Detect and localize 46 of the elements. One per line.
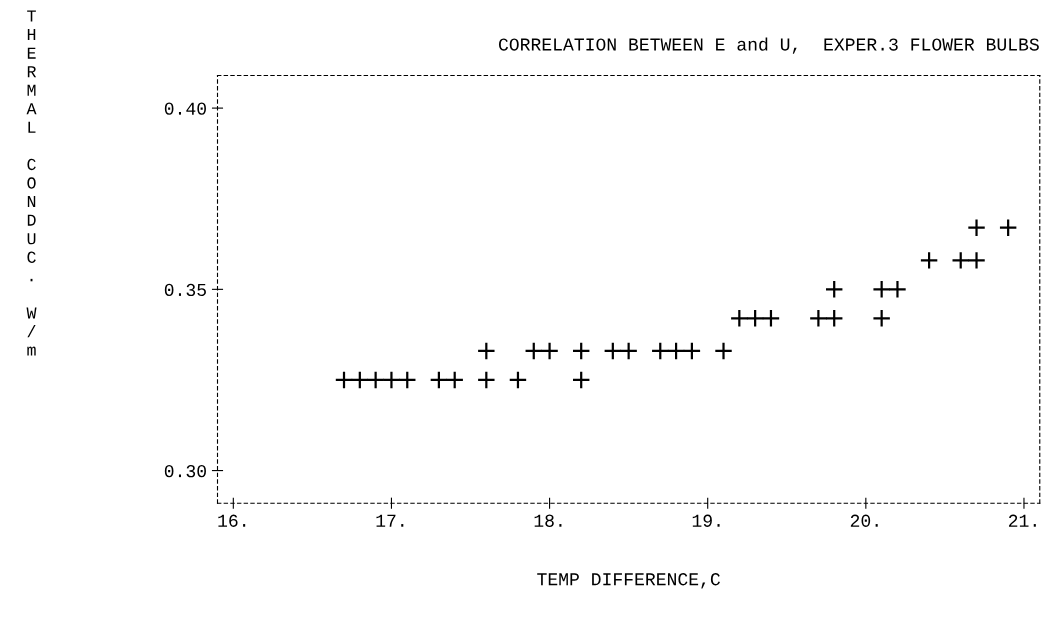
point (477, 370, 496, 390)
point (524, 341, 544, 361)
point (824, 309, 844, 328)
point (571, 341, 591, 361)
x-tick-label: 17. (376, 514, 404, 527)
y-tick-label: 0.40 (164, 102, 206, 115)
chart-title: CORRELATION BETWEEN E and U, EXPER.3 FLOWER BULBS (498, 37, 1039, 54)
point (809, 309, 828, 328)
point (682, 341, 702, 361)
point (350, 370, 370, 390)
x-tick-label: 19. (692, 514, 720, 527)
point (619, 341, 638, 361)
point (397, 370, 417, 390)
x-tick-label: 20. (850, 514, 878, 527)
point (888, 280, 907, 299)
point (967, 218, 986, 238)
x-tick-label: 16. (218, 514, 246, 527)
x-tick-label: 21. (1008, 514, 1036, 527)
text: THERMAL CONDUC. W/m (26, 10, 37, 356)
point (714, 341, 733, 361)
point (429, 370, 449, 390)
point (919, 251, 939, 270)
point (334, 370, 354, 390)
point (603, 341, 623, 361)
point (666, 341, 686, 361)
point (745, 309, 765, 328)
point (477, 341, 496, 361)
y-tick-label: 0.30 (164, 465, 206, 478)
point (366, 370, 385, 390)
point (951, 251, 971, 270)
y-tick-label: 0.35 (164, 283, 206, 297)
point (650, 341, 670, 361)
point (382, 370, 401, 390)
point (508, 370, 528, 390)
point (824, 280, 844, 299)
x-axis-title: TEMP DIFFERENCE,C (537, 573, 720, 589)
point (967, 251, 986, 270)
point (571, 370, 591, 390)
point (872, 280, 891, 299)
point (872, 309, 891, 328)
point (761, 309, 781, 328)
point (445, 370, 465, 390)
point (730, 309, 749, 328)
point (540, 341, 559, 361)
point (998, 218, 1018, 238)
x-tick-label: 18. (534, 514, 562, 527)
